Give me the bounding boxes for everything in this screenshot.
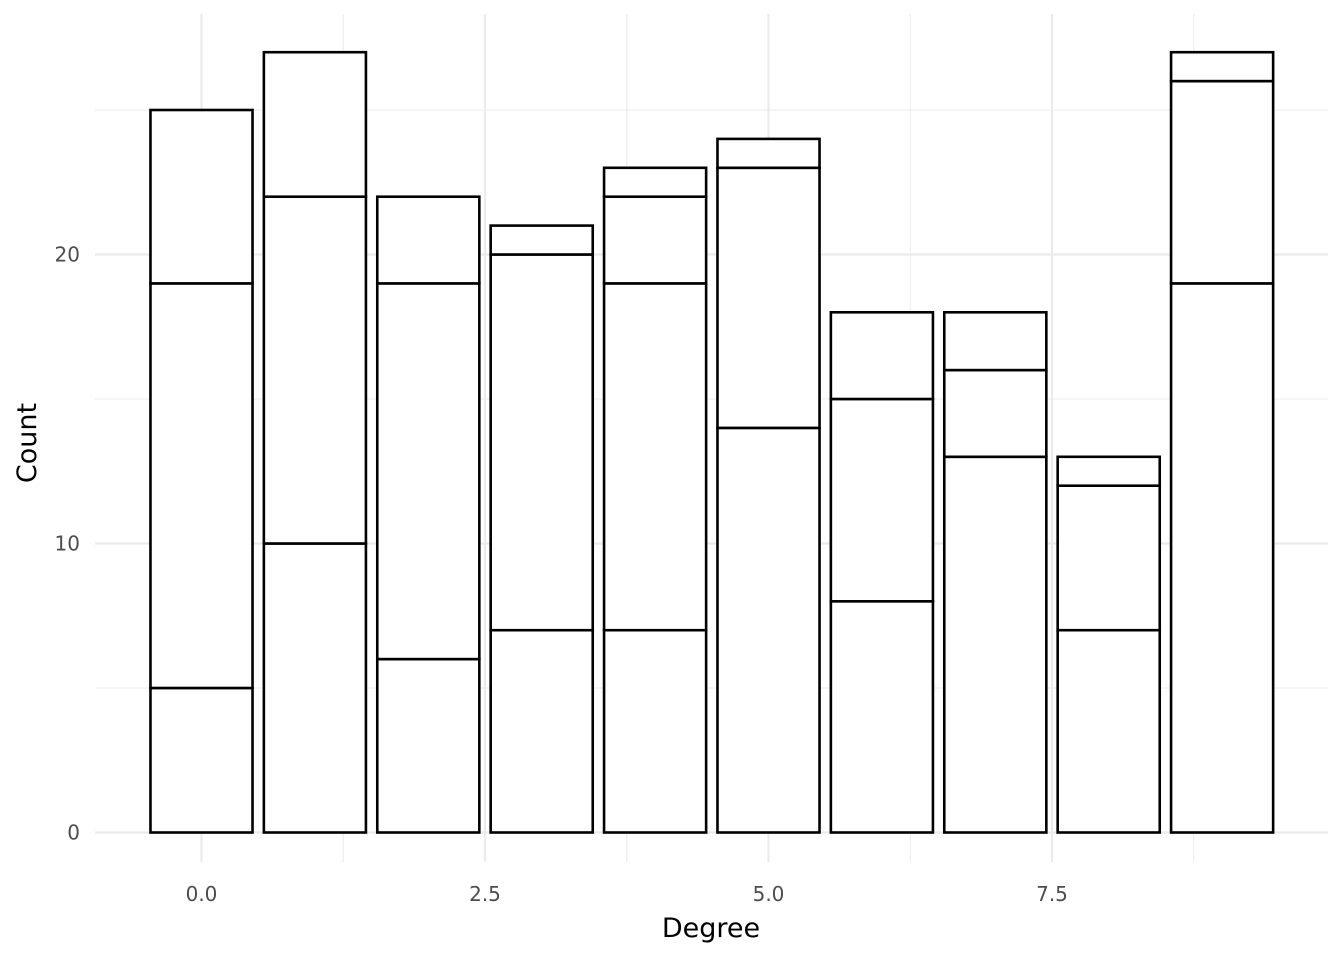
bar-6-segment-1 (829, 397, 935, 603)
bar-8-segment-0 (1056, 628, 1162, 834)
bars-layer (149, 50, 1275, 834)
bar-5-segment-1 (716, 166, 821, 430)
bar-2-segment-2 (375, 195, 481, 285)
bar-6-segment-0 (829, 599, 935, 834)
bar-6-segment-2 (829, 310, 935, 401)
bar-4-segment-1 (602, 282, 708, 632)
bar-2-segment-0 (375, 657, 481, 834)
x-axis-title: Degree (662, 913, 760, 944)
bar-3-segment-1 (489, 253, 595, 632)
bar-7-segment-0 (942, 455, 1048, 834)
y-tick-label: 20 (55, 243, 80, 267)
bar-3-segment-2 (489, 224, 595, 256)
bar-1-segment-2 (262, 50, 368, 199)
y-tick-label: 0 (67, 821, 80, 845)
bar-5-segment-0 (716, 426, 821, 834)
y-axis-title: Count (12, 403, 43, 483)
bar-1-segment-0 (262, 542, 368, 834)
x-tick-label: 0.0 (186, 882, 218, 906)
bar-5-segment-2 (716, 137, 821, 170)
bar-8-segment-2 (1056, 455, 1162, 487)
bar-4-segment-3 (602, 166, 708, 199)
bar-3-segment-0 (489, 628, 595, 834)
bar-9-segment-0 (1169, 282, 1275, 834)
bar-9-segment-1 (1169, 79, 1275, 285)
bar-0-segment-1 (149, 282, 254, 690)
x-tick-label: 5.0 (753, 882, 785, 906)
bar-0-segment-0 (149, 686, 254, 834)
x-tick-label: 2.5 (469, 882, 501, 906)
x-tick-label: 7.5 (1036, 882, 1068, 906)
bar-4-segment-2 (602, 195, 708, 285)
bar-9-segment-2 (1169, 50, 1275, 83)
bar-4-segment-0 (602, 628, 708, 834)
ticks-layer: 0.0 2.5 5.0 7.5 0 10 20 (55, 243, 1068, 907)
bar-7-segment-2 (942, 310, 1048, 372)
bar-7-segment-1 (942, 368, 1048, 459)
bar-8-segment-1 (1056, 484, 1162, 632)
bar-0-segment-2 (149, 108, 254, 285)
bar-2-segment-1 (375, 282, 481, 661)
bar-1-segment-1 (262, 195, 368, 545)
y-tick-label: 10 (55, 532, 80, 556)
